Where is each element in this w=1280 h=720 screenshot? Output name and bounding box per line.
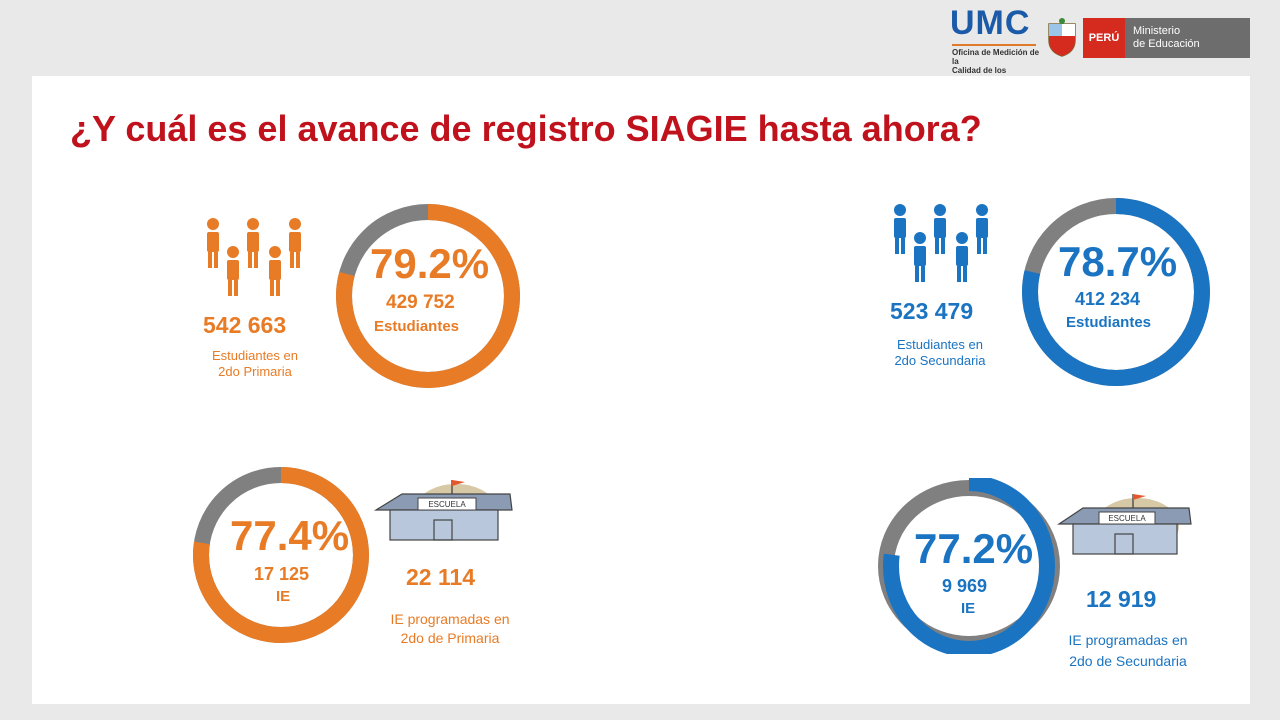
registered-label: IE xyxy=(276,588,291,605)
total-count: 523 479 xyxy=(890,298,974,324)
school-building-icon: ESCUELA xyxy=(1057,494,1192,555)
school-sign-text: ESCUELA xyxy=(428,500,466,509)
percent-value: 79.2% xyxy=(370,240,490,287)
percent-value: 77.4% xyxy=(230,512,350,559)
progress-ring-secundaria-ie xyxy=(878,478,1060,654)
registered-label: Estudiantes xyxy=(374,318,460,335)
total-count: 542 663 xyxy=(203,312,287,338)
progress-ring-primaria-estudiantes xyxy=(336,204,520,388)
school-sign-text: ESCUELA xyxy=(1108,514,1146,523)
registered-count: 9 969 xyxy=(942,576,988,596)
ministry-logo: Ministerio de Educación xyxy=(1125,18,1250,58)
school-building-icon: ESCUELA xyxy=(373,480,513,541)
total-label: IE programadas en 2do de Primaria xyxy=(390,611,510,646)
header-logos: UMC Oficina de Medición de la Calidad de… xyxy=(0,0,1280,84)
registered-label: IE xyxy=(961,600,976,617)
students-group-icon xyxy=(207,218,301,296)
percent-value: 77.2% xyxy=(914,525,1034,572)
peru-logo: PERÚ xyxy=(1083,18,1125,58)
total-count: 12 919 xyxy=(1086,586,1157,612)
percent-value: 78.7% xyxy=(1058,238,1178,285)
registered-count: 429 752 xyxy=(386,292,455,313)
umc-title: UMC xyxy=(950,4,1031,42)
umc-logo: UMC Oficina de Medición de la Calidad de… xyxy=(950,4,1040,84)
page-title: ¿Y cuál es el avance de registro SIAGIE … xyxy=(70,108,982,149)
progress-ring-secundaria-estudiantes xyxy=(1022,198,1210,386)
progress-ring-primaria-ie xyxy=(193,467,369,643)
total-label: Estudiantes en 2do Secundaria xyxy=(894,337,986,368)
registered-count: 412 234 xyxy=(1075,289,1141,309)
registered-label: Estudiantes xyxy=(1066,314,1152,331)
coat-of-arms-icon xyxy=(1048,18,1076,57)
umc-divider xyxy=(952,44,1036,46)
total-label: Estudiantes en 2do Primaria xyxy=(211,348,298,379)
total-count: 22 114 xyxy=(406,564,476,590)
students-group-icon xyxy=(894,204,988,282)
registered-count: 17 125 xyxy=(254,564,310,584)
total-label: IE programadas en 2do de Secundaria xyxy=(1068,632,1188,669)
